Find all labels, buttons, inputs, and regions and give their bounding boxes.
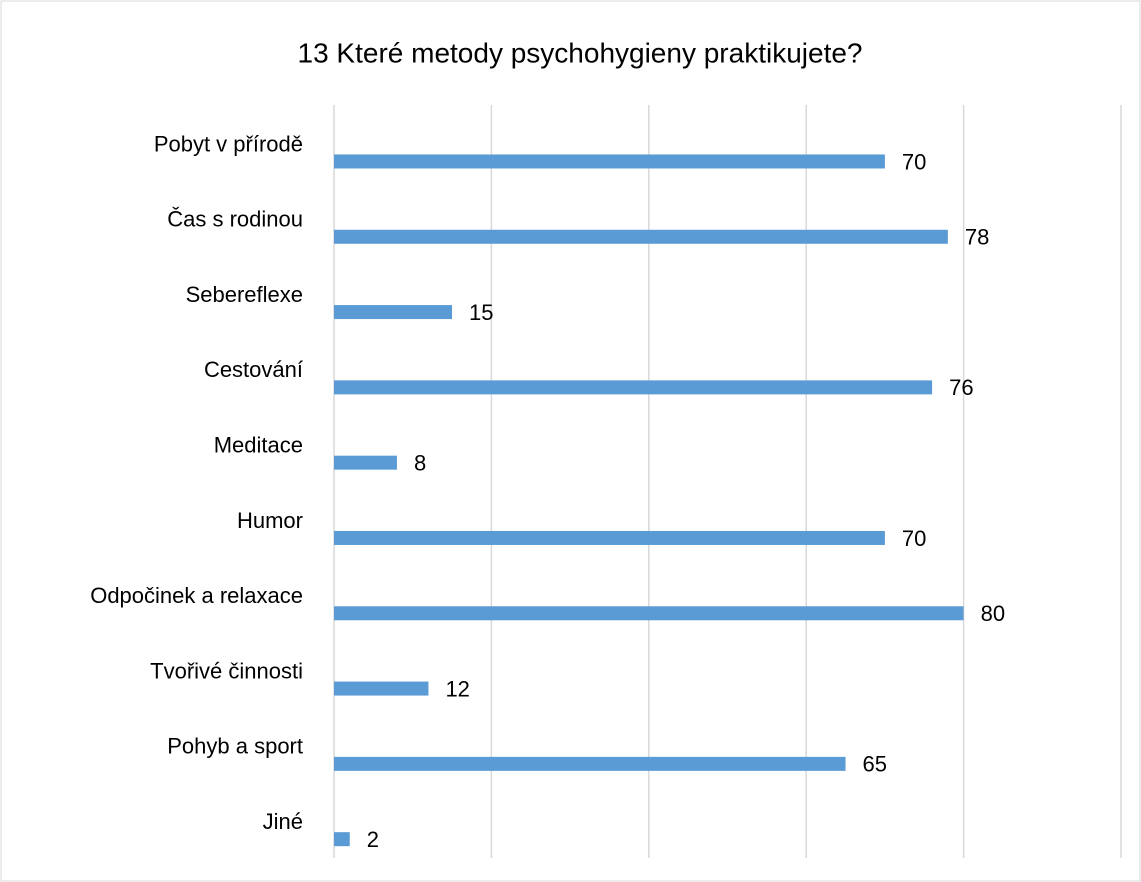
bar — [334, 380, 933, 395]
bar — [334, 455, 397, 470]
data-label: 70 — [902, 526, 926, 551]
data-label: 78 — [965, 225, 989, 250]
bar — [334, 305, 453, 320]
y-tick-label: Odpočinek a relaxace — [90, 583, 303, 608]
data-label: 76 — [949, 375, 973, 400]
data-label: 15 — [469, 300, 493, 325]
y-tick-label: Sebereflexe — [186, 282, 303, 307]
bar — [334, 756, 846, 771]
y-tick-label: Jiné — [263, 809, 303, 834]
data-label: 70 — [902, 149, 926, 174]
y-tick-label: Meditace — [214, 432, 303, 457]
bar — [334, 681, 429, 696]
data-label: 65 — [863, 752, 887, 777]
data-label: 80 — [981, 601, 1005, 626]
data-label: 2 — [367, 827, 379, 852]
y-tick-label: Čas s rodinou — [167, 207, 303, 232]
bar — [334, 154, 885, 169]
bar — [334, 530, 885, 545]
y-tick-label: Pohyb a sport — [167, 734, 303, 759]
y-tick-label: Pobyt v přírodě — [154, 131, 303, 156]
bar — [334, 832, 350, 847]
y-tick-label: Tvořivé činnosti — [150, 658, 303, 683]
bar — [334, 606, 964, 621]
y-tick-label: Cestování — [204, 357, 303, 382]
chart-title: 13 Které metody psychohygieny praktikuje… — [298, 37, 863, 68]
data-label: 8 — [414, 450, 426, 475]
y-tick-label: Humor — [237, 508, 303, 533]
bar — [334, 229, 948, 244]
data-label: 12 — [445, 676, 469, 701]
